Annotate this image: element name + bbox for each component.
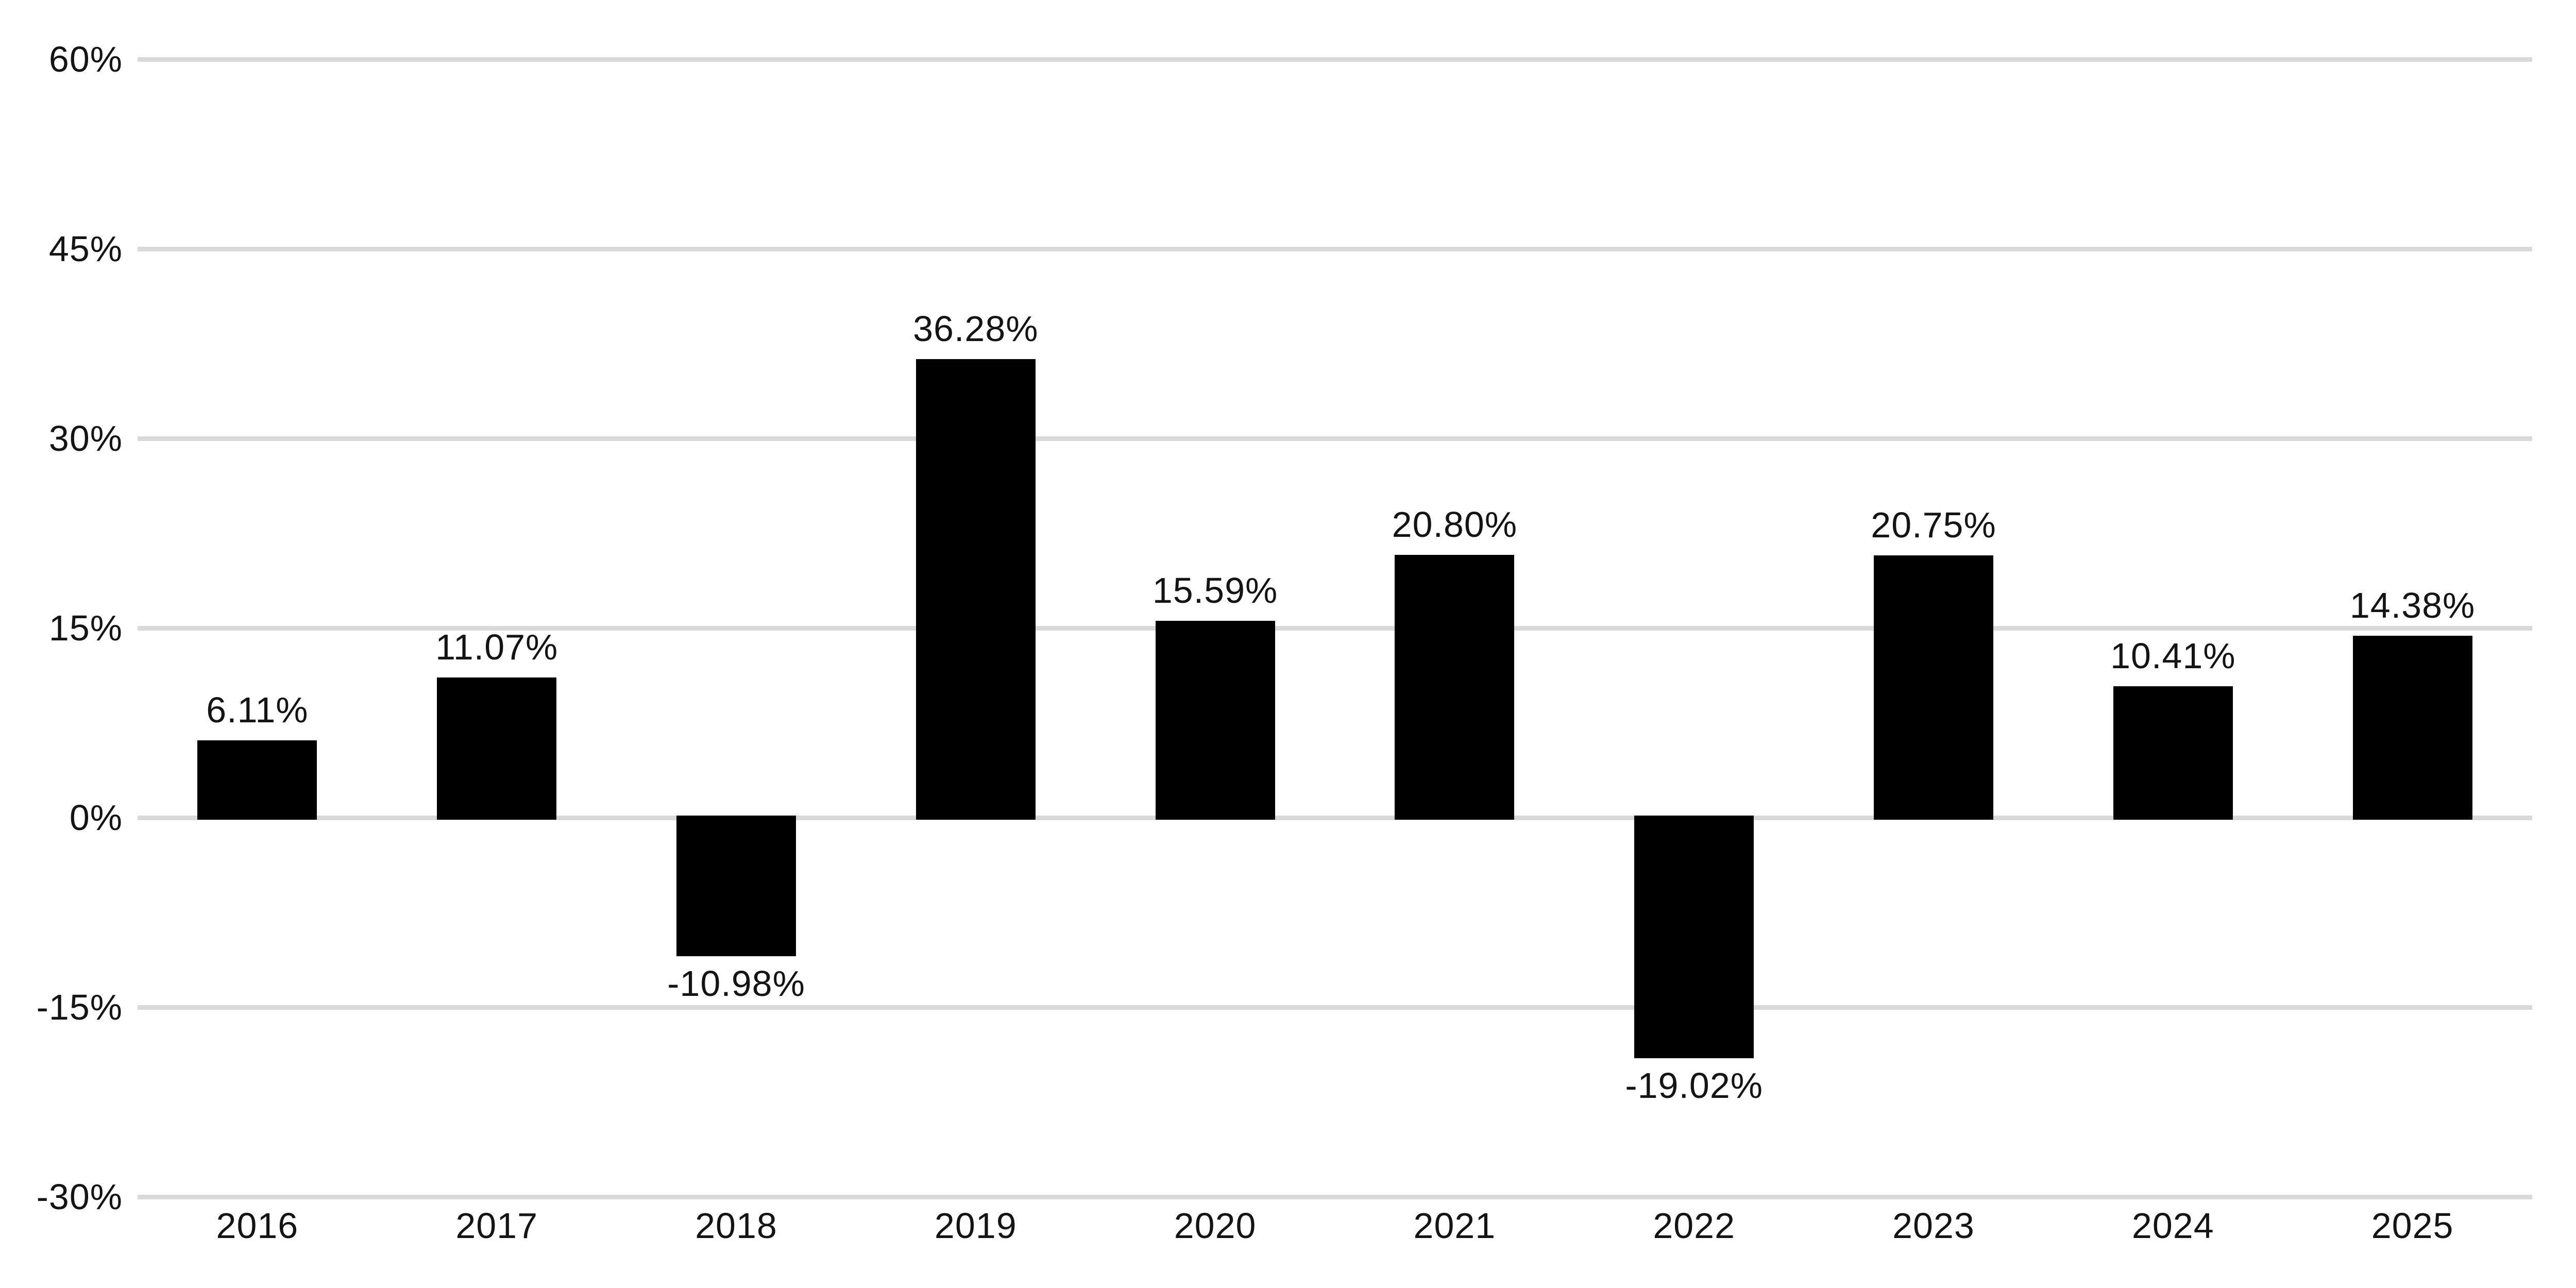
bar-value-label: -19.02% [1625, 1065, 1764, 1106]
bar-value-label: 20.75% [1871, 504, 1996, 545]
bar-value-label: 15.59% [1152, 570, 1278, 611]
bar-2017 [437, 677, 557, 820]
y-axis-tick-label: -15% [36, 987, 123, 1027]
bar-2023 [1874, 555, 1993, 820]
x-axis-label-2016: 2016 [216, 1206, 299, 1246]
gridline-15% [138, 625, 2532, 631]
x-axis-label-2024: 2024 [2131, 1206, 2214, 1246]
bar-value-label: 36.28% [913, 308, 1039, 349]
y-axis-tick-label: -30% [36, 1177, 123, 1217]
bar-2025 [2352, 636, 2472, 820]
bar-value-label: 11.07% [435, 627, 558, 668]
x-axis-label-2025: 2025 [2371, 1206, 2454, 1246]
gridline--15% [138, 1005, 2532, 1010]
y-axis-tick-label: 0% [69, 798, 123, 838]
gridline-60% [138, 57, 2532, 62]
gridline--30% [138, 1194, 2532, 1199]
bar-value-label: 14.38% [2349, 585, 2476, 626]
bar-value-label: 6.11% [206, 690, 309, 731]
bar-2018 [676, 815, 796, 957]
y-axis-tick-label: 60% [48, 39, 123, 79]
y-axis-tick-label: 45% [48, 229, 123, 269]
gridline-30% [138, 436, 2532, 441]
bar-2021 [1395, 554, 1515, 820]
y-axis-tick-label: 30% [48, 418, 123, 459]
bar-2022 [1634, 815, 1754, 1058]
bar-2024 [2113, 686, 2233, 820]
y-axis-tick-label: 15% [48, 608, 123, 648]
gridline-45% [138, 246, 2532, 251]
bar-2020 [1155, 620, 1275, 820]
bar-2016 [197, 740, 317, 820]
x-axis-label-2017: 2017 [455, 1206, 538, 1246]
gridline-0% [138, 815, 2532, 820]
x-axis-label-2020: 2020 [1174, 1206, 1257, 1246]
x-axis-label-2023: 2023 [1892, 1206, 1975, 1246]
bar-value-label: -10.98% [667, 963, 805, 1004]
x-axis-label-2022: 2022 [1653, 1206, 1736, 1246]
x-axis-label-2021: 2021 [1413, 1206, 1496, 1246]
bar-value-label: 20.80% [1392, 504, 1518, 545]
x-axis-label-2018: 2018 [695, 1206, 777, 1246]
bar-2019 [916, 359, 1036, 820]
bar-value-label: 10.41% [2110, 635, 2236, 676]
x-axis-label-2019: 2019 [934, 1206, 1017, 1246]
